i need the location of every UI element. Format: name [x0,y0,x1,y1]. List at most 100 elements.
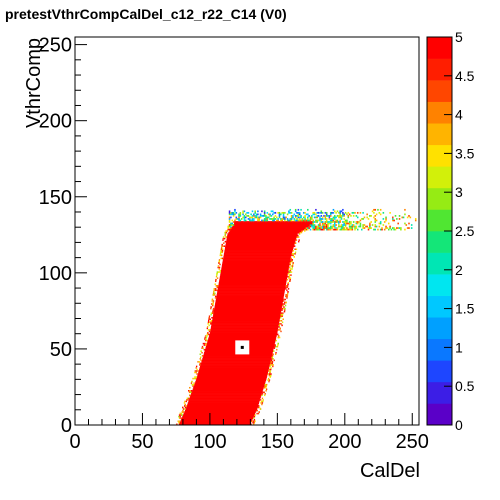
heatmap-cell [291,265,294,267]
heatmap-cell [186,397,189,400]
heatmap-cell [297,222,300,225]
heatmap-cell [259,225,262,228]
heatmap-cell [285,228,287,231]
heatmap-cell [336,228,339,231]
heatmap-cell [199,358,201,360]
heatmap-cell [219,277,288,280]
heatmap-cell [343,213,345,216]
heatmap-cell [319,227,321,229]
heatmap-cell [323,227,325,229]
heatmap-cell [215,278,217,281]
heatmap-cell [300,219,302,222]
heatmap-cell [288,274,291,276]
heatmap-cell [308,219,310,222]
heatmap-cell [311,224,313,226]
heatmap-cell [268,368,271,371]
heatmap-cell [281,228,283,231]
heatmap-cell [324,221,327,223]
heatmap-cell [267,216,270,219]
heatmap-cell [249,227,251,229]
heatmap-cell [202,342,205,345]
heatmap-cell [344,225,347,228]
heatmap-cell [347,215,350,217]
heatmap-cell [304,228,306,231]
heatmap-cell [300,225,302,228]
heatmap-cell [257,228,259,231]
heatmap-cell [230,227,232,229]
heatmap-cell [289,227,292,229]
heatmap-cell [265,224,267,226]
heatmap-cell [193,386,264,389]
heatmap-cell [179,421,252,424]
heatmap-cell [191,380,193,383]
heatmap-cell [289,219,292,222]
heatmap-cell [334,215,336,217]
heatmap-cell [266,224,269,226]
heatmap-cell [323,215,325,217]
heatmap-cell [250,221,252,223]
heatmap-cell [301,227,304,229]
heatmap-cell [311,218,313,220]
heatmap-cell [217,288,286,290]
heatmap-cell [244,225,247,228]
heatmap-cell [354,211,356,214]
heatmap-cell [290,211,293,214]
heatmap-cell [292,250,294,252]
heatmap-cell [352,211,355,214]
heatmap-cell [374,224,377,226]
heatmap-cell [304,211,306,214]
heatmap-cell [286,295,288,298]
heatmap-cell [194,383,265,386]
heatmap-cell [253,417,255,419]
heatmap-cell [182,414,255,417]
heatmap-cell [261,210,263,213]
heatmap-cell [242,225,244,228]
heatmap-cell [307,224,309,226]
heatmap-cell [274,218,277,220]
heatmap-cell [387,228,390,231]
heatmap-cell [244,227,247,229]
heatmap-cell [184,411,256,414]
heatmap-cell [208,338,276,341]
heatmap-cell [222,262,290,265]
heatmap-cell [328,227,331,229]
heatmap-cell [393,219,395,222]
heatmap-cell [344,219,347,222]
heatmap-cell [218,286,286,289]
heatmap-cell [221,251,223,254]
heatmap-cell [269,370,272,372]
heatmap-cell [340,210,343,213]
heatmap-cell [324,222,327,225]
heatmap-cell [205,342,207,345]
heatmap-cell [228,210,231,213]
heatmap-cell [321,216,324,219]
heatmap-cell [331,211,333,214]
heatmap-cell [289,271,291,273]
heatmap-cell [208,333,210,336]
heatmap-cell [213,313,281,316]
heatmap-cell [286,297,288,299]
heatmap-cell [208,316,210,319]
heatmap-cell [315,213,317,216]
heatmap-cell [298,233,301,235]
heatmap-cell [234,210,236,213]
heatmap-cell [283,307,285,310]
heatmap-cell [342,225,344,228]
heatmap-cell [293,225,296,228]
heatmap-cell [342,213,344,216]
heatmap-cell [259,224,262,226]
heatmap-cell [348,228,351,231]
heatmap-cell [320,228,323,231]
heatmap-cell [339,216,341,219]
heatmap-cell [192,383,195,386]
heatmap-cell [282,224,285,226]
heatmap-cell [351,211,354,214]
heatmap-cell [289,262,292,264]
heatmap-cell [251,228,254,231]
heatmap-cell [257,225,259,228]
heatmap-cell [181,417,254,420]
heatmap-cell [228,221,231,223]
heatmap-cell [279,320,281,322]
heatmap-cell [188,390,190,392]
heatmap-cell [374,228,377,231]
